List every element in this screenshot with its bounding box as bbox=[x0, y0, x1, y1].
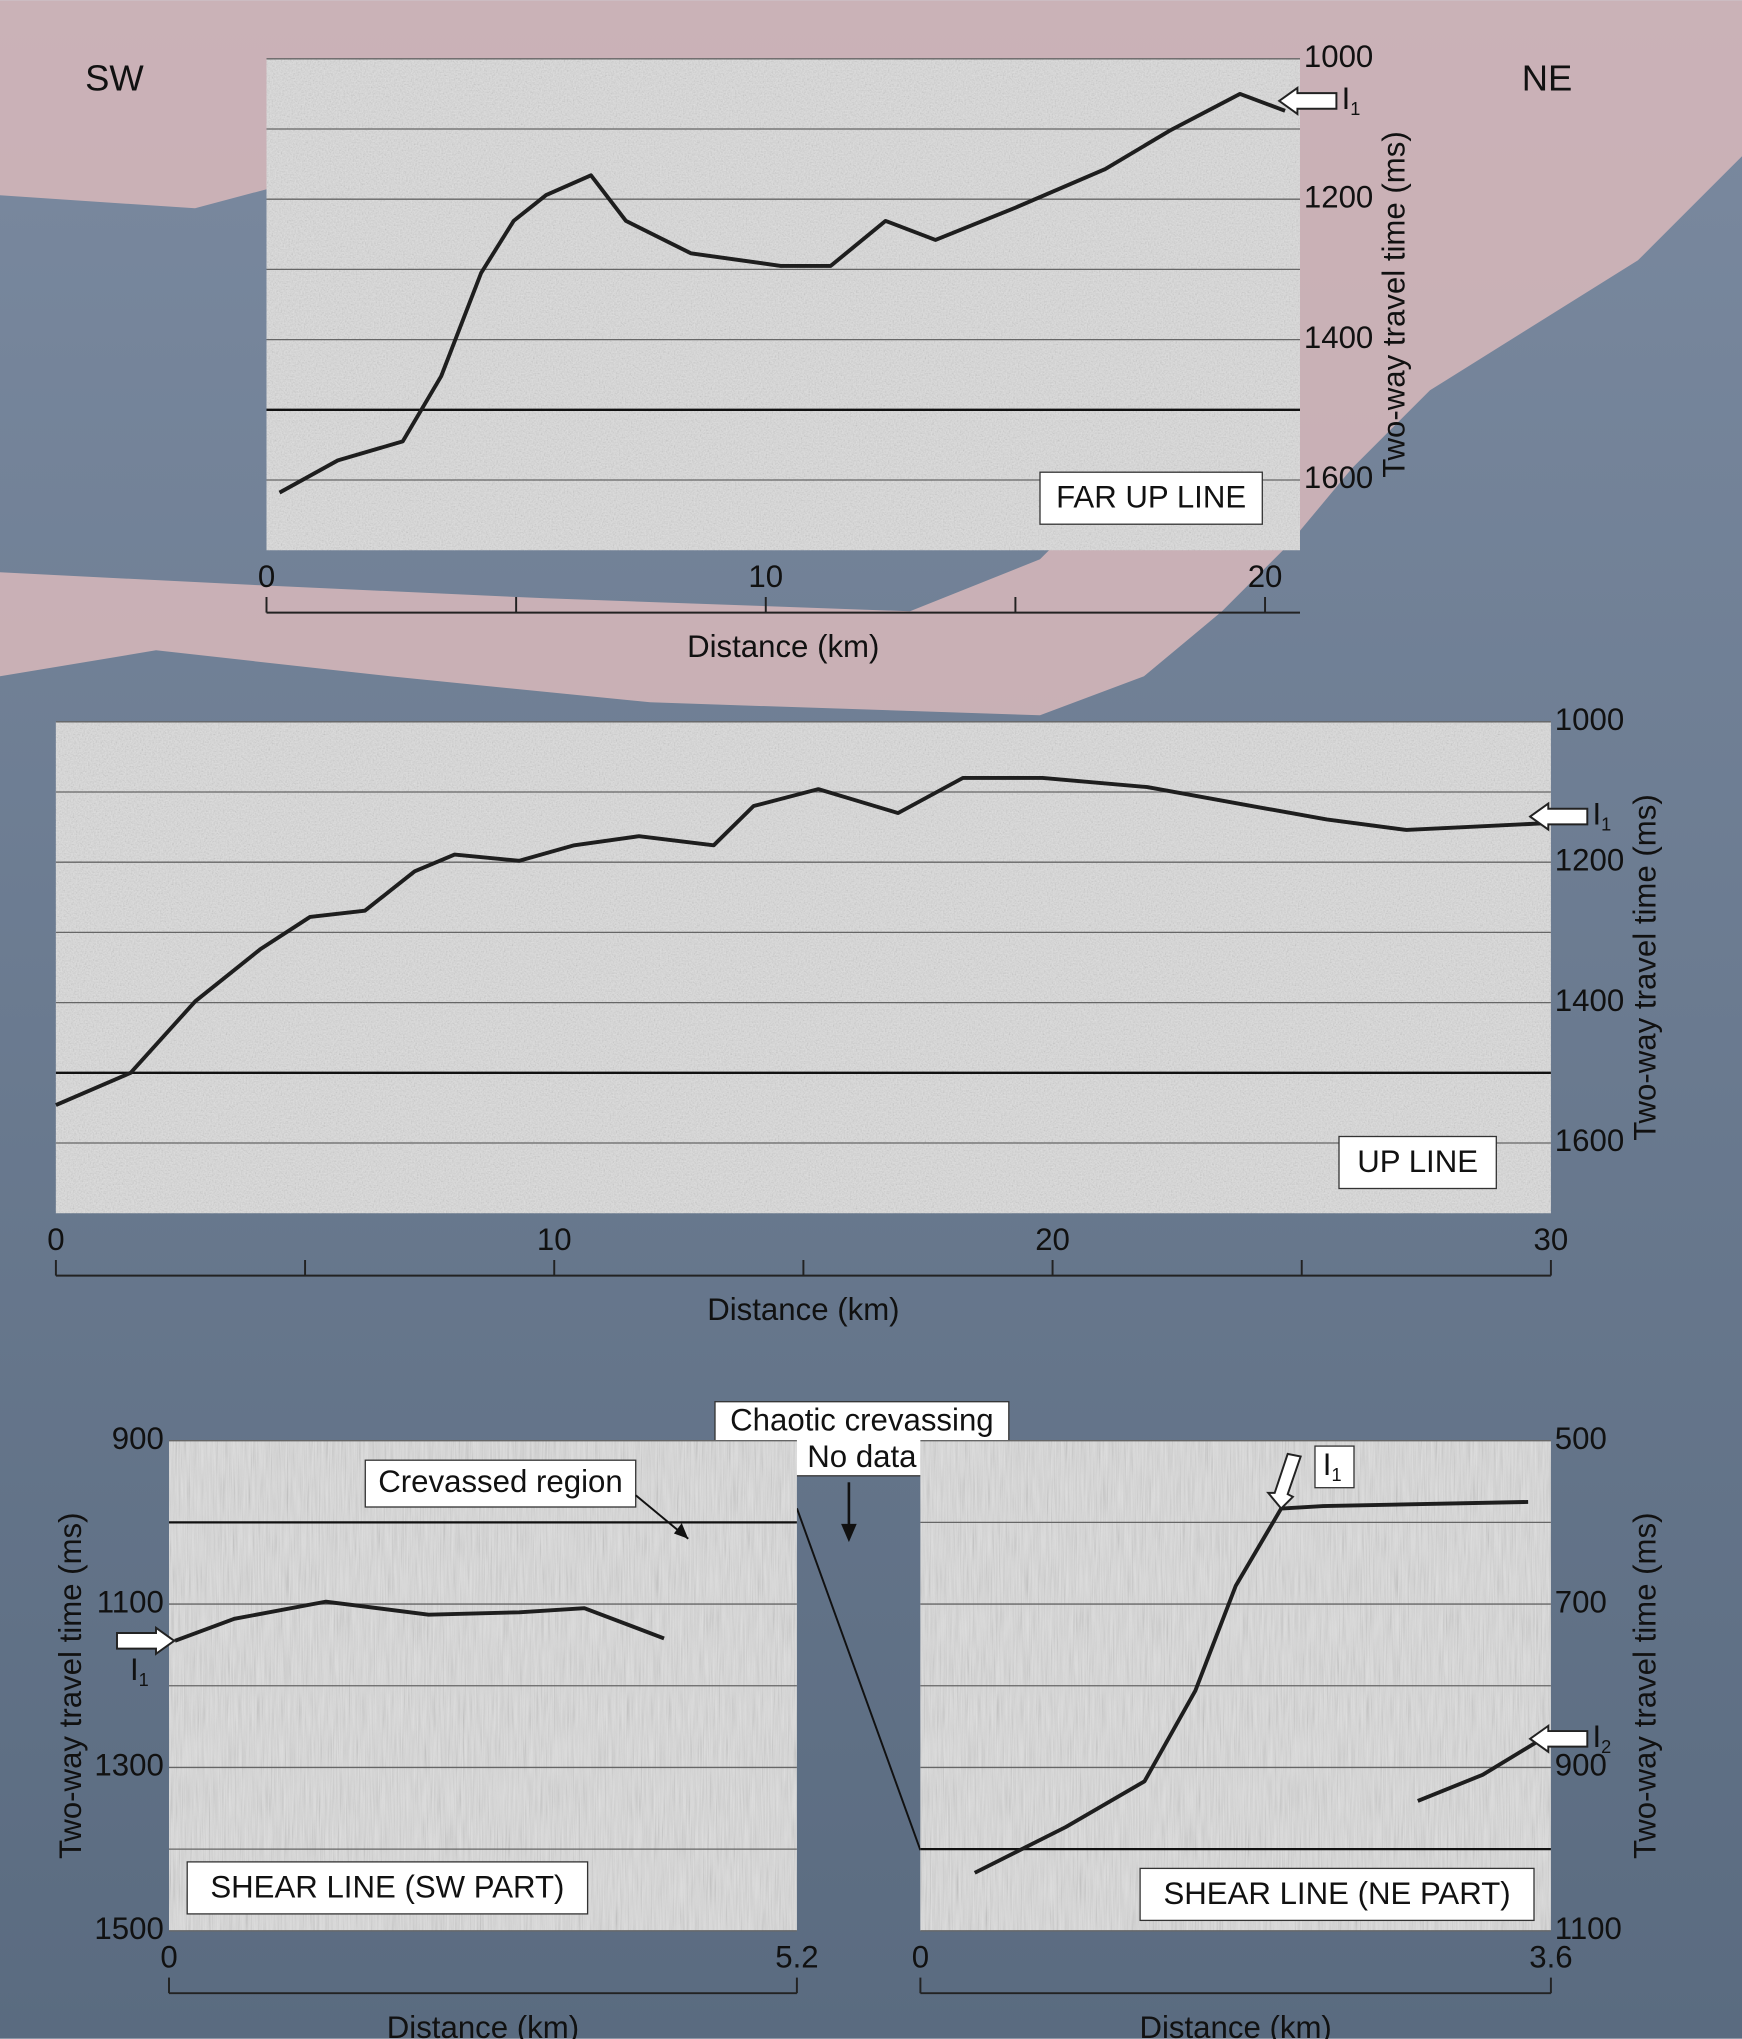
y-tick-label: 1500 bbox=[94, 1911, 163, 1946]
y-tick-label: 1200 bbox=[1555, 842, 1624, 877]
x-tick-label: 5.2 bbox=[775, 1940, 818, 1975]
y-tick-label: 1600 bbox=[1304, 460, 1373, 495]
x-tick-label: 20 bbox=[1035, 1222, 1070, 1257]
y-tick-label: 500 bbox=[1555, 1421, 1607, 1456]
seismic-texture bbox=[56, 722, 1551, 1213]
direction-label: NE bbox=[1522, 58, 1573, 99]
figure: SW NE Chaotic crevassing No data 1000120… bbox=[0, 0, 1742, 2039]
annotation-sub: 1 bbox=[1601, 814, 1611, 834]
y-tick-label: 1600 bbox=[1555, 1123, 1624, 1158]
y-tick-label: 700 bbox=[1555, 1584, 1607, 1619]
page: {"labels":{"left":"SW","right":"NE"}, "g… bbox=[0, 0, 1742, 2039]
y-tick-label: 1100 bbox=[97, 1584, 164, 1619]
x-tick-label: 30 bbox=[1534, 1222, 1569, 1257]
panel-label: UP LINE bbox=[1357, 1144, 1478, 1179]
y-axis-title: Two-way travel time (ms) bbox=[53, 1512, 88, 1859]
y-tick-label: 1400 bbox=[1555, 983, 1624, 1018]
x-tick-label: 10 bbox=[537, 1222, 572, 1257]
x-axis-title: Distance (km) bbox=[1139, 2010, 1331, 2039]
annotation-text: I bbox=[130, 1652, 139, 1687]
direction-label: SW bbox=[85, 58, 144, 99]
annotation-text: I bbox=[1593, 1719, 1602, 1754]
gap-note: No data bbox=[807, 1439, 917, 1474]
y-tick-label: 1000 bbox=[1555, 702, 1624, 737]
y-axis-title: Two-way travel time (ms) bbox=[1627, 794, 1662, 1141]
panel-label: SHEAR LINE (SW PART) bbox=[210, 1869, 564, 1904]
x-axis-title: Distance (km) bbox=[387, 2010, 579, 2039]
annotation-sub: 1 bbox=[1350, 99, 1360, 119]
x-axis-title: Distance (km) bbox=[707, 1292, 899, 1327]
panel-label: SHEAR LINE (NE PART) bbox=[1163, 1876, 1510, 1911]
callout: Crevassed region bbox=[378, 1464, 622, 1499]
x-tick-label: 0 bbox=[258, 559, 275, 594]
gap-note: Chaotic crevassing bbox=[730, 1403, 993, 1438]
y-tick-label: 1300 bbox=[94, 1748, 163, 1783]
panel-label: FAR UP LINE bbox=[1056, 480, 1246, 515]
annotation-text: I bbox=[1342, 81, 1351, 116]
x-axis-title: Distance (km) bbox=[687, 629, 879, 664]
y-axis-title: Two-way travel time (ms) bbox=[1376, 131, 1411, 478]
y-axis-title: Two-way travel time (ms) bbox=[1627, 1512, 1662, 1859]
y-tick-label: 1000 bbox=[1304, 39, 1373, 74]
annotation-sub: 1 bbox=[139, 1670, 149, 1690]
x-tick-label: 20 bbox=[1248, 559, 1283, 594]
x-tick-label: 0 bbox=[160, 1940, 177, 1975]
x-tick-label: 3.6 bbox=[1529, 1940, 1572, 1975]
y-tick-label: 1200 bbox=[1304, 179, 1373, 214]
annotation-sub: 1 bbox=[1331, 1465, 1341, 1485]
annotation-text: I bbox=[1593, 797, 1602, 832]
y-tick-label: 900 bbox=[112, 1421, 164, 1456]
x-tick-label: 0 bbox=[47, 1222, 64, 1257]
x-tick-label: 0 bbox=[912, 1940, 929, 1975]
x-tick-label: 10 bbox=[748, 559, 783, 594]
annotation-text: I bbox=[1323, 1447, 1332, 1482]
annotation-sub: 2 bbox=[1601, 1737, 1611, 1757]
y-tick-label: 1400 bbox=[1304, 320, 1373, 355]
